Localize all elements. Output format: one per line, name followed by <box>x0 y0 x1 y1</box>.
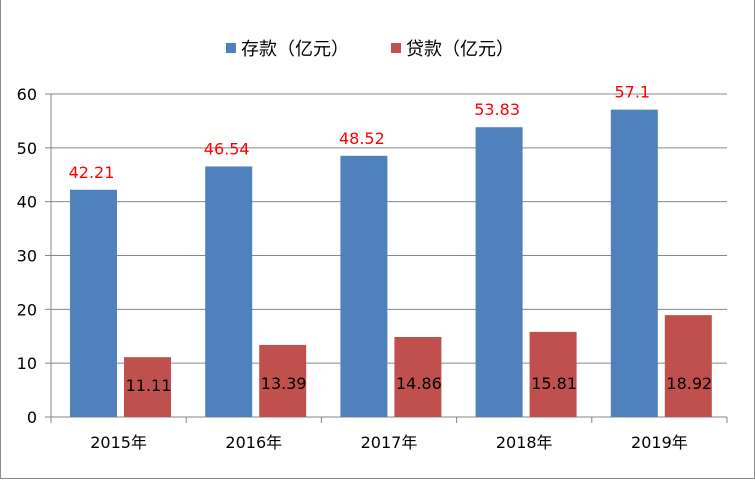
data-labels: 42.21 11.11 46.54 13.39 48.52 14.86 53.83 15.81… <box>69 83 713 396</box>
y-tick-label: 10 <box>17 354 37 373</box>
y-tick-label: 50 <box>17 139 37 158</box>
data-label-loan: 11.11 <box>126 376 172 395</box>
bar-deposit <box>70 189 117 417</box>
x-tick-label: 2015年 <box>90 433 147 452</box>
bar-loan <box>394 337 442 417</box>
bar-deposit <box>475 127 523 418</box>
data-label-loan: 13.39 <box>261 374 307 393</box>
x-tick-label: 2016年 <box>225 433 282 452</box>
y-tick-label: 60 <box>17 85 37 104</box>
data-label-deposit: 53.83 <box>474 100 520 119</box>
bar-deposit <box>610 109 658 417</box>
y-tick-label: 40 <box>17 193 37 212</box>
bar-loan <box>529 331 577 417</box>
data-label-deposit: 42.21 <box>69 163 115 182</box>
y-tick-label: 20 <box>17 300 37 319</box>
data-label-loan: 15.81 <box>531 374 577 393</box>
x-tick-label: 2019年 <box>631 433 688 452</box>
x-tick-label: 2017年 <box>361 433 418 452</box>
legend-swatch <box>226 43 236 53</box>
data-label-loan: 14.86 <box>396 374 442 393</box>
bar-loan <box>124 357 171 417</box>
data-label-deposit: 48.52 <box>339 129 385 148</box>
bar-loan <box>664 315 712 417</box>
bars <box>70 109 712 418</box>
bar-deposit <box>205 166 253 417</box>
legend: 存款（亿元） 贷款（亿元） <box>226 39 514 60</box>
legend-label: 贷款（亿元） <box>406 39 514 60</box>
data-label-deposit: 46.54 <box>204 139 250 158</box>
bar-deposit <box>340 155 388 417</box>
data-label-deposit: 57.1 <box>614 83 650 102</box>
y-tick-label: 30 <box>17 247 37 266</box>
legend-label: 存款（亿元） <box>241 39 349 60</box>
bar-loan <box>259 344 307 417</box>
data-label-loan: 18.92 <box>666 374 712 393</box>
y-tick-label: 0 <box>27 408 37 427</box>
x-tick-label: 2018年 <box>496 433 553 452</box>
legend-swatch <box>391 43 401 53</box>
